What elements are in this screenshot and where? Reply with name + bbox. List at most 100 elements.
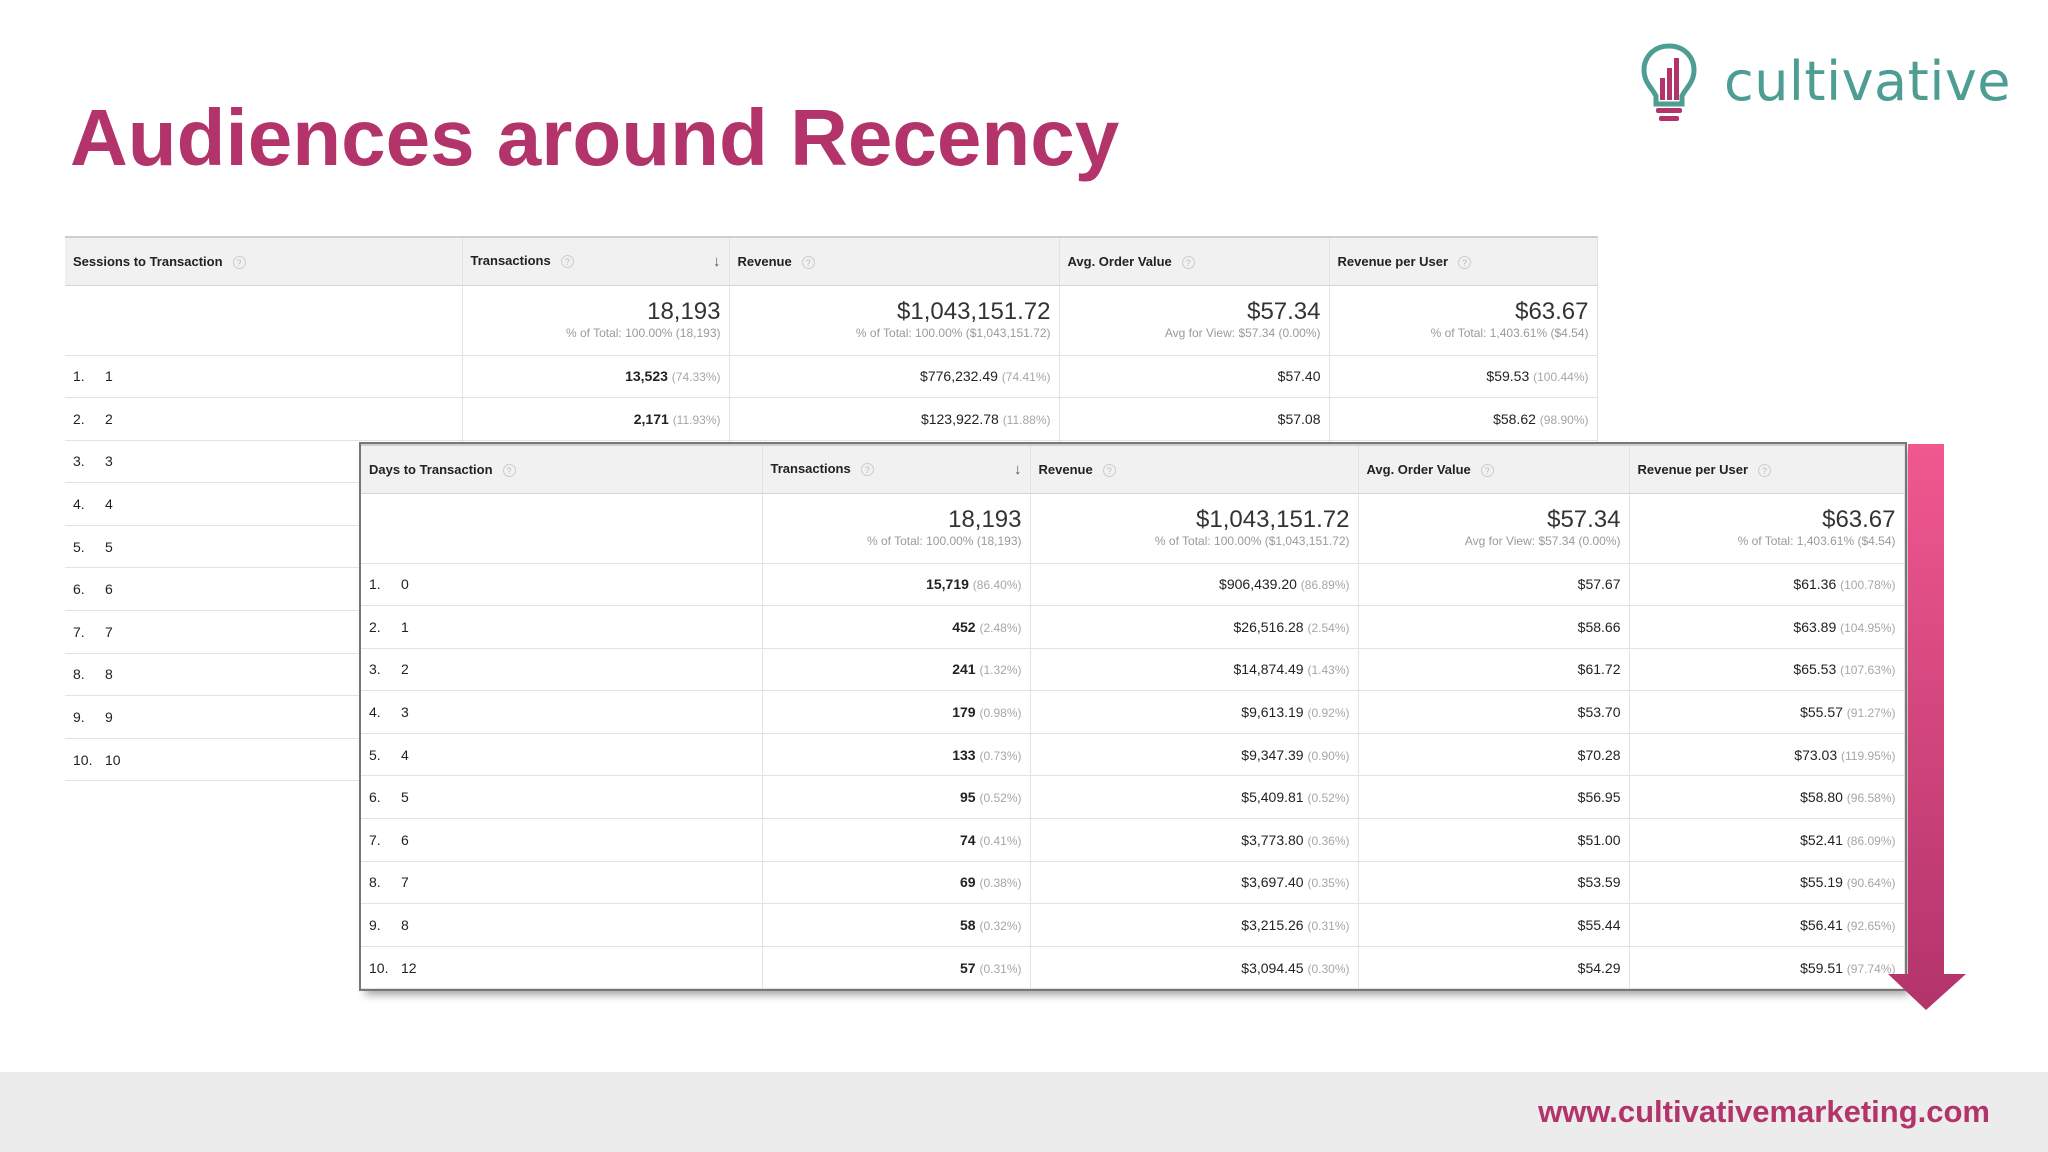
- table-row[interactable]: 7. 6 74 (0.41%) $3,773.80 (0.36%) $51.00 $52.…: [361, 818, 1905, 862]
- help-icon[interactable]: ?: [1758, 463, 1772, 477]
- down-arrow-icon: [1888, 444, 1966, 1010]
- row-dimension-value[interactable]: 0: [401, 576, 409, 593]
- row-aov: $53.70: [1358, 690, 1630, 734]
- row-dimension-value[interactable]: 5: [401, 789, 409, 806]
- row-dimension[interactable]: 9. 8: [361, 903, 763, 947]
- help-icon[interactable]: ?: [801, 255, 815, 269]
- row-dimension-value[interactable]: 9: [105, 709, 113, 726]
- row-dimension-value[interactable]: 1: [105, 368, 113, 385]
- row-dimension-value[interactable]: 3: [401, 704, 409, 721]
- row-dimension[interactable]: 1. 1: [65, 355, 463, 399]
- row-rpu: $59.51 (97.74%): [1629, 946, 1905, 990]
- column-header-rpu[interactable]: Revenue per User?: [1629, 444, 1905, 494]
- table-row[interactable]: 10. 12 57 (0.31%) $3,094.45 (0.30%) $54.29 $5…: [361, 946, 1905, 990]
- row-dimension[interactable]: 2. 2: [65, 397, 463, 441]
- row-index: 9.: [73, 709, 85, 726]
- row-index: 8.: [369, 874, 381, 891]
- row-rpu: $56.41 (92.65%): [1629, 903, 1905, 947]
- row-transactions: 69 (0.38%): [762, 861, 1031, 905]
- row-index: 5.: [73, 538, 85, 555]
- row-revenue: $3,215.26 (0.31%): [1030, 903, 1359, 947]
- row-revenue: $26,516.28 (2.54%): [1030, 605, 1359, 649]
- total-revenue: $1,043,151.72% of Total: 100.00% ($1,043…: [1030, 493, 1359, 564]
- total-rpu: $63.67% of Total: 1,403.61% ($4.54): [1329, 285, 1598, 356]
- table-row[interactable]: 9. 8 58 (0.32%) $3,215.26 (0.31%) $55.44 $56.…: [361, 903, 1905, 947]
- row-index: 2.: [369, 618, 381, 635]
- column-header-aov[interactable]: Avg. Order Value?: [1059, 236, 1330, 286]
- row-transactions: 95 (0.52%): [762, 775, 1031, 820]
- row-revenue: $776,232.49 (74.41%): [729, 355, 1060, 399]
- row-dimension[interactable]: 4. 3: [361, 690, 763, 734]
- column-header-transactions[interactable]: Transactions? ↓: [762, 444, 1031, 494]
- row-aov: $57.40: [1059, 355, 1330, 399]
- row-dimension-value[interactable]: 4: [105, 496, 113, 513]
- row-index: 4.: [73, 496, 85, 513]
- row-dimension-value[interactable]: 6: [401, 831, 409, 848]
- table-row[interactable]: 3. 2 241 (1.32%) $14,874.49 (1.43%) $61.72 $6…: [361, 648, 1905, 692]
- row-dimension-value[interactable]: 6: [105, 581, 113, 598]
- row-transactions: 74 (0.41%): [762, 818, 1031, 862]
- footer-url[interactable]: www.cultivativemarketing.com: [1538, 1094, 1990, 1129]
- row-dimension-value[interactable]: 1: [401, 618, 409, 635]
- row-dimension-value[interactable]: 7: [105, 623, 113, 640]
- help-icon[interactable]: ?: [860, 462, 874, 476]
- row-dimension-value[interactable]: 8: [401, 917, 409, 934]
- column-header-rpu[interactable]: Revenue per User?: [1329, 236, 1598, 286]
- row-dimension[interactable]: 8. 7: [361, 861, 763, 905]
- row-rpu: $58.62 (98.90%): [1329, 397, 1598, 441]
- row-dimension[interactable]: 10. 12: [361, 946, 763, 990]
- help-icon[interactable]: ?: [1458, 255, 1472, 269]
- help-icon[interactable]: ?: [1102, 463, 1116, 477]
- column-header-revenue[interactable]: Revenue?: [729, 236, 1060, 286]
- help-icon[interactable]: ?: [560, 254, 574, 268]
- column-header-revenue[interactable]: Revenue?: [1030, 444, 1359, 494]
- total-aov: $57.34 Avg for View: $57.34 (0.00%): [1358, 493, 1630, 564]
- totals-row: 18,193% of Total: 100.00% (18,193) $1,04…: [361, 493, 1905, 564]
- column-header-aov[interactable]: Avg. Order Value?: [1358, 444, 1630, 494]
- row-dimension-value[interactable]: 2: [105, 410, 113, 427]
- row-dimension[interactable]: 1. 0: [361, 563, 763, 607]
- days-to-transaction-table: Days to Transaction? Transactions? ↓ Reve…: [361, 444, 1905, 990]
- slide-title: Audiences around Recency: [70, 93, 1120, 182]
- row-aov: $54.29: [1358, 946, 1630, 990]
- help-icon[interactable]: ?: [232, 255, 246, 269]
- table-row[interactable]: 5. 4 133 (0.73%) $9,347.39 (0.90%) $70.28 $73…: [361, 733, 1905, 777]
- column-header-dimension[interactable]: Sessions to Transaction?: [65, 236, 463, 286]
- table-row[interactable]: 2. 2 2,171 (11.93%) $123,922.78 (11.88%) $57…: [65, 397, 1598, 441]
- row-dimension[interactable]: 3. 2: [361, 648, 763, 692]
- row-dimension-value[interactable]: 2: [401, 661, 409, 678]
- help-icon[interactable]: ?: [1480, 463, 1494, 477]
- row-dimension-value[interactable]: 8: [105, 666, 113, 683]
- row-dimension[interactable]: 6. 5: [361, 775, 763, 820]
- table-row[interactable]: 1. 0 15,719 (86.40%) $906,439.20 (86.89%) $5…: [361, 563, 1905, 607]
- row-dimension-value[interactable]: 7: [401, 874, 409, 891]
- row-dimension[interactable]: 5. 4: [361, 733, 763, 777]
- row-dimension-value[interactable]: 5: [105, 538, 113, 555]
- footer-band: [0, 1072, 2048, 1152]
- row-index: 8.: [73, 666, 85, 683]
- sort-down-icon[interactable]: ↓: [713, 252, 721, 270]
- row-dimension-value[interactable]: 12: [401, 959, 417, 976]
- table-row[interactable]: 2. 1 452 (2.48%) $26,516.28 (2.54%) $58.66 $6…: [361, 605, 1905, 649]
- total-rpu: $63.67% of Total: 1,403.61% ($4.54): [1629, 493, 1905, 564]
- table-row[interactable]: 1. 1 13,523 (74.33%) $776,232.49 (74.41%) $5…: [65, 355, 1598, 399]
- table-row[interactable]: 8. 7 69 (0.38%) $3,697.40 (0.35%) $53.59 $55.…: [361, 861, 1905, 905]
- row-dimension-value[interactable]: 10: [105, 751, 121, 768]
- column-header-transactions[interactable]: Transactions? ↓: [462, 236, 730, 286]
- help-icon[interactable]: ?: [1181, 255, 1195, 269]
- help-icon[interactable]: ?: [502, 463, 516, 477]
- row-rpu: $63.89 (104.95%): [1629, 605, 1905, 649]
- row-dimension[interactable]: 7. 6: [361, 818, 763, 862]
- row-dimension-value[interactable]: 3: [105, 453, 113, 470]
- table-row[interactable]: 6. 5 95 (0.52%) $5,409.81 (0.52%) $56.95 $58.…: [361, 775, 1905, 820]
- sort-down-icon[interactable]: ↓: [1014, 460, 1022, 478]
- row-dimension-value[interactable]: 4: [401, 746, 409, 763]
- row-index: 6.: [369, 789, 381, 806]
- total-transactions: 18,193% of Total: 100.00% (18,193): [462, 285, 730, 356]
- row-index: 10.: [369, 959, 389, 976]
- row-dimension[interactable]: 2. 1: [361, 605, 763, 649]
- table-row[interactable]: 4. 3 179 (0.98%) $9,613.19 (0.92%) $53.70 $55…: [361, 690, 1905, 734]
- row-transactions: 452 (2.48%): [762, 605, 1031, 649]
- column-header-dimension[interactable]: Days to Transaction?: [361, 444, 763, 494]
- row-index: 1.: [369, 576, 381, 593]
